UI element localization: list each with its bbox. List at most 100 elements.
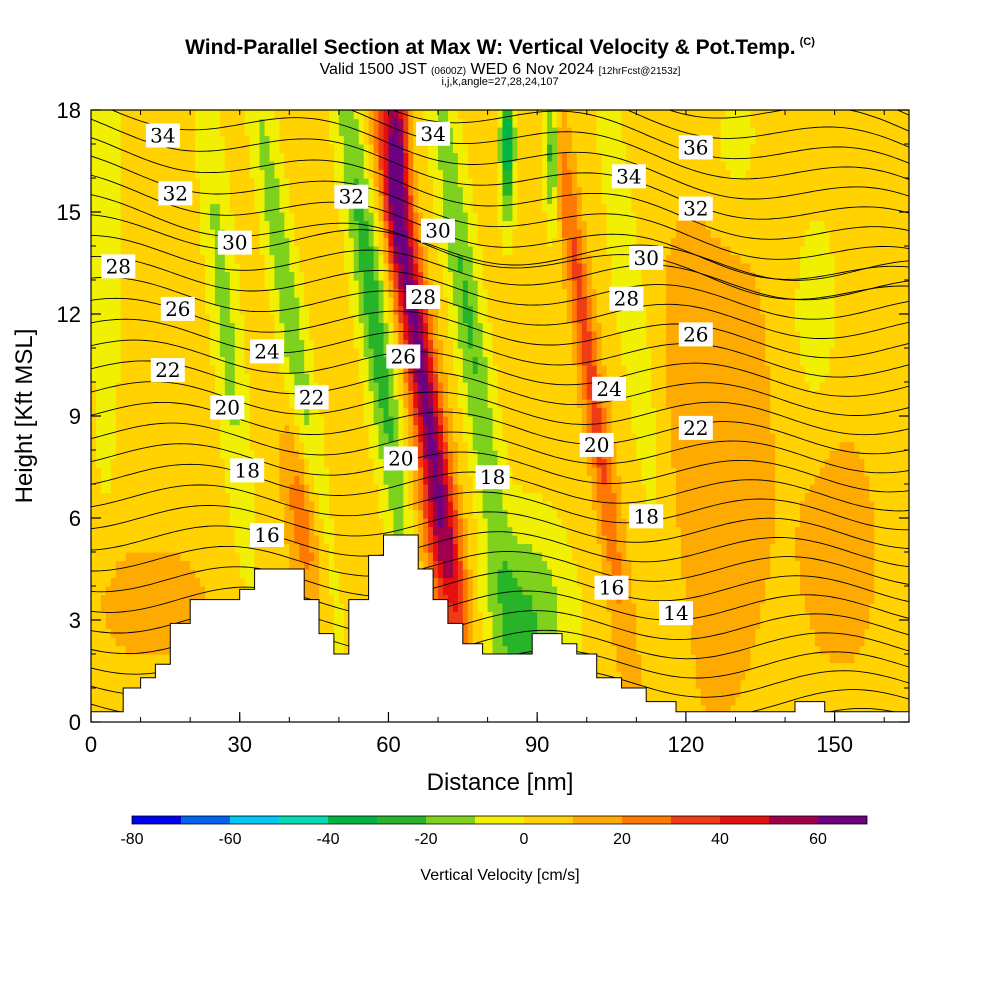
velocity-cell [279,118,285,128]
velocity-cell [170,586,176,596]
velocity-cell [333,586,340,596]
velocity-cell [319,424,325,434]
velocity-cell [279,407,285,417]
velocity-cell [299,560,305,570]
velocity-cell [110,195,117,205]
velocity-cell [388,441,395,451]
velocity-cell [155,586,162,596]
velocity-cell [205,475,211,485]
velocity-cell [383,186,390,196]
velocity-cell [403,475,409,485]
velocity-cell [388,237,395,247]
velocity-cell [279,237,285,247]
velocity-cell [95,203,102,213]
velocity-cell [135,110,142,120]
velocity-cell [328,356,335,366]
velocity-cell [125,671,132,681]
velocity-cell [378,543,385,553]
velocity-cell [398,237,404,247]
velocity-cell [160,560,166,570]
velocity-cell [145,178,152,188]
velocity-cell [180,560,186,570]
velocity-cell [274,152,280,162]
velocity-cell [200,424,206,434]
velocity-cell [274,365,280,375]
velocity-cell [130,144,137,154]
velocity-cell [195,118,201,128]
velocity-cell [418,271,424,281]
velocity-cell [328,433,335,443]
velocity-cell [338,169,345,179]
velocity-cell [368,475,375,485]
velocity-cell [304,552,310,562]
velocity-cell [214,365,221,375]
velocity-cell [398,467,404,477]
velocity-cell [209,254,216,264]
velocity-cell [328,382,335,392]
velocity-cell [328,535,335,545]
velocity-cell [343,433,350,443]
velocity-cell [413,441,419,451]
velocity-cell [180,203,186,213]
velocity-cell [105,518,112,528]
velocity-cell [135,263,142,273]
velocity-cell [264,424,271,434]
velocity-cell [224,390,231,400]
velocity-cell [115,535,122,545]
velocity-cell [130,169,137,179]
velocity-cell [155,407,162,417]
velocity-cell [105,467,112,477]
velocity-cell [125,314,132,324]
velocity-cell [338,390,345,400]
velocity-cell [95,654,102,664]
velocity-cell [195,424,201,434]
velocity-cell [254,399,261,409]
velocity-cell [244,501,251,511]
velocity-cell [309,501,315,511]
velocity-cell [180,433,186,443]
velocity-cell [91,118,97,128]
velocity-cell [105,314,112,324]
velocity-cell [254,509,261,519]
velocity-cell [328,365,335,375]
velocity-cell [314,424,320,434]
velocity-cell [195,322,201,332]
velocity-cell [324,433,330,443]
velocity-cell [115,195,122,205]
velocity-cell [155,399,162,409]
velocity-cell [274,322,280,332]
velocity-cell [190,118,196,128]
velocity-cell [428,509,434,519]
velocity-cell [214,458,221,468]
velocity-cell [279,492,285,502]
velocity-cell [294,526,300,536]
velocity-cell [363,237,370,247]
velocity-cell [150,416,157,426]
velocity-cell [110,458,117,468]
velocity-cell [413,526,419,536]
velocity-cell [234,322,241,332]
velocity-cell [150,492,157,502]
velocity-cell [95,662,102,672]
velocity-cell [314,501,320,511]
velocity-cell [343,509,350,519]
velocity-cell [383,305,390,315]
velocity-cell [294,127,300,137]
velocity-cell [428,518,434,528]
velocity-cell [289,246,295,256]
velocity-cell [373,407,380,417]
velocity-cell [299,526,305,536]
velocity-cell [249,212,256,222]
velocity-cell [289,382,295,392]
velocity-cell [388,169,395,179]
velocity-cell [328,492,335,502]
velocity-cell [190,569,196,579]
velocity-cell [333,382,340,392]
velocity-cell [125,577,132,587]
velocity-cell [214,246,221,256]
velocity-cell [125,407,132,417]
velocity-cell [378,356,385,366]
velocity-cell [110,280,117,290]
velocity-cell [319,212,325,222]
velocity-cell [348,356,355,366]
